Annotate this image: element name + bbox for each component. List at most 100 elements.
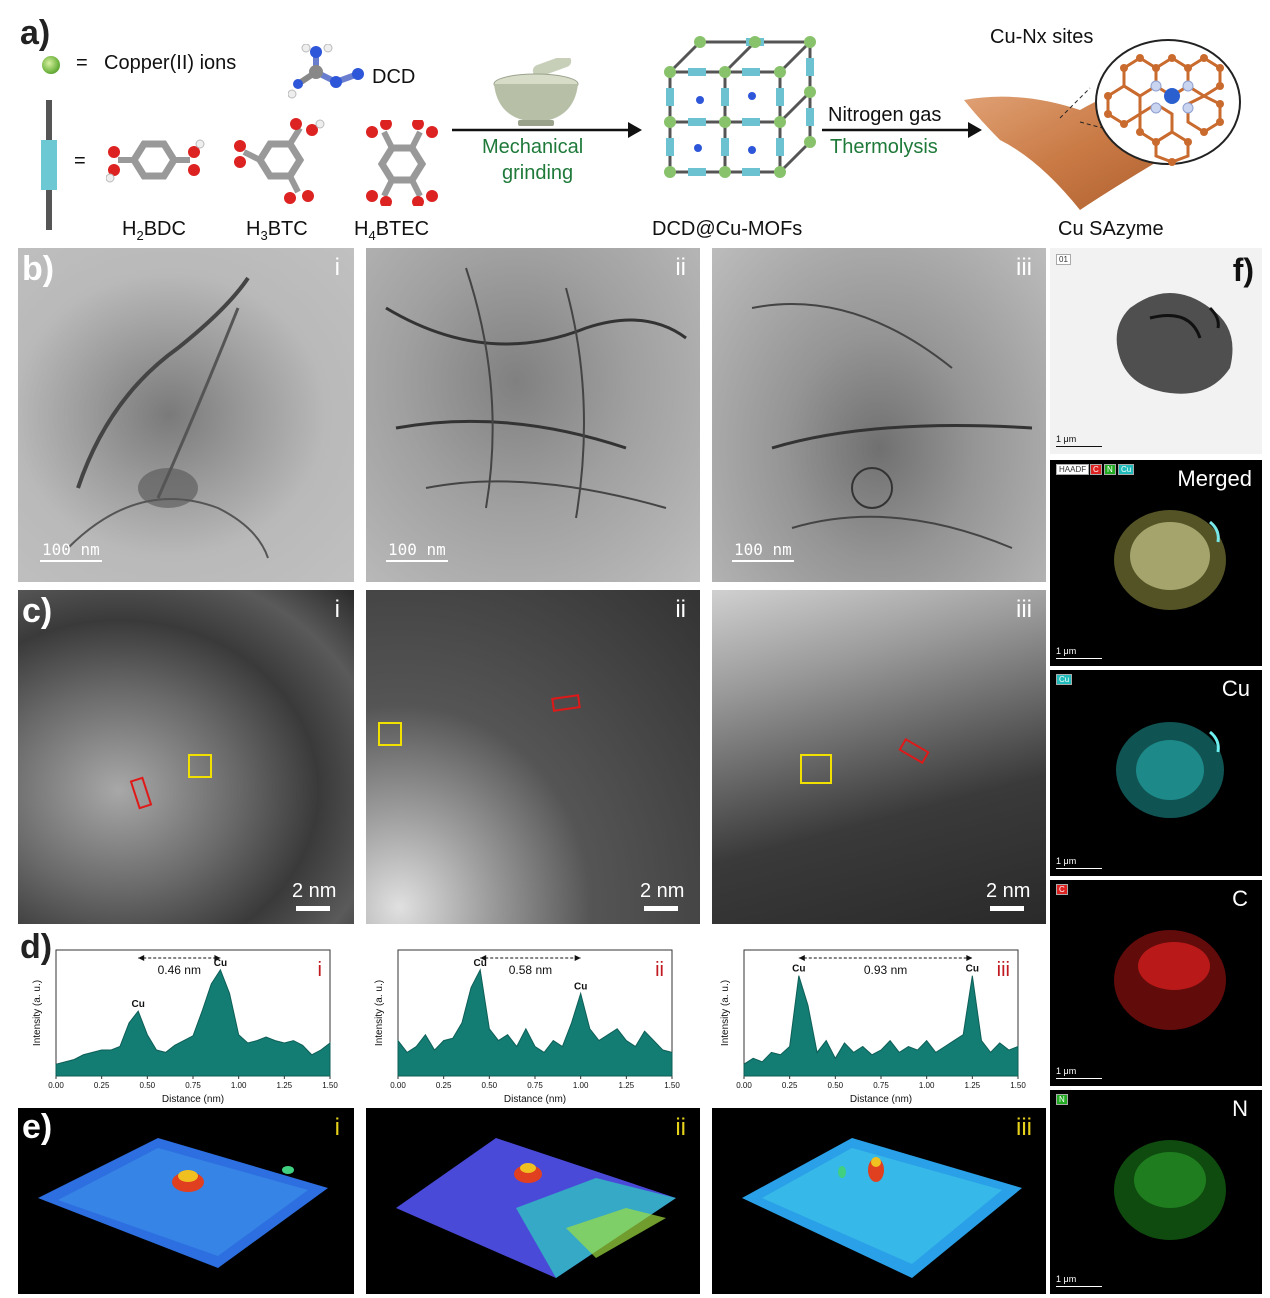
single-atom-box-iii xyxy=(800,754,832,784)
intensity-profile-area xyxy=(743,975,1019,1077)
h4btec-label: H4BTEC xyxy=(354,218,430,243)
x-tick-label: 1.25 xyxy=(619,1081,635,1090)
tem-scale-bar-iii xyxy=(732,560,794,562)
x-tick-label: 1.00 xyxy=(231,1081,247,1090)
haadf-scale-bar-ii xyxy=(644,906,678,911)
eds-c-label: C xyxy=(1232,886,1248,911)
eds-n-map: N N 1 μm xyxy=(1050,1090,1262,1294)
tem-image-ii: ii 100 nm xyxy=(366,248,700,582)
eds-tag-top: 01 xyxy=(1056,254,1071,265)
peak-label-cu: Cu xyxy=(792,964,805,975)
peak-label-cu: Cu xyxy=(966,964,979,975)
x-tick-label: 1.50 xyxy=(664,1081,680,1090)
legend-equals-1: = xyxy=(76,52,88,74)
arrow-thermolysis-icon xyxy=(822,122,982,138)
arrow-grinding-icon xyxy=(452,122,642,138)
line-profile-box-i xyxy=(129,776,153,810)
panel-label-b: b) xyxy=(22,250,55,288)
arrow-head-left xyxy=(480,955,487,961)
x-tick-label: 0.75 xyxy=(873,1081,889,1090)
eds-c-map: C C 1 μm xyxy=(1050,880,1262,1086)
eds-cu-label: Cu xyxy=(1221,676,1250,701)
surface-roman-ii: ii xyxy=(675,1114,686,1141)
legend-copper-ions: Copper(II) ions xyxy=(104,52,237,74)
distance-annotation: 0.58 nm xyxy=(509,963,552,977)
eds-cu-map: Cu Cu 1 μm xyxy=(1050,670,1262,876)
tem-scale-bar-i xyxy=(40,560,102,562)
eds-tag-c: C xyxy=(1090,464,1102,475)
profile-roman-numeral: ii xyxy=(655,959,664,981)
x-axis-label: Distance (nm) xyxy=(504,1094,566,1105)
arrow-head-right xyxy=(966,955,973,961)
surface-plot-i: i xyxy=(18,1108,354,1294)
h2bdc-label: H2BDC xyxy=(122,218,186,243)
x-tick-label: 0.50 xyxy=(140,1081,156,1090)
intensity-profile-area xyxy=(397,968,673,1077)
eds-scale-bar-c xyxy=(1056,1078,1102,1079)
line-profile-chart-iii: 0.00 0.25 0.50 0.75 1.00 1.25 1.50 Distance (nm… xyxy=(720,949,1026,1105)
haadf-scale-bar-iii xyxy=(990,906,1024,911)
x-axis-label: Distance (nm) xyxy=(162,1094,224,1105)
eds-tag-haadf: HAADF xyxy=(1056,464,1090,475)
eds-tag-cu: Cu xyxy=(1118,464,1135,475)
x-tick-label: 0.00 xyxy=(736,1081,752,1090)
haadf-scale-bar-i xyxy=(296,906,330,911)
x-tick-label: 0.25 xyxy=(436,1081,452,1090)
x-tick-label: 0.25 xyxy=(94,1081,110,1090)
arrow-head-left xyxy=(138,955,145,961)
line-profile-chart-ii: 0.00 0.25 0.50 0.75 1.00 1.25 1.50 Distance (nm… xyxy=(374,949,680,1105)
surface-roman-i: i xyxy=(334,1114,340,1141)
haadf-image-ii: ii 2 nm xyxy=(366,590,700,924)
tem-roman-i: i xyxy=(334,254,340,281)
eds-c-tag: C xyxy=(1056,884,1068,895)
h3btc-label: H3BTC xyxy=(246,218,308,243)
eds-scale-bar-n xyxy=(1056,1286,1102,1287)
copper-ion-icon xyxy=(42,56,60,74)
cu-sazyme-label: Cu SAzyme xyxy=(1058,218,1164,240)
haadf-scale-text-ii: 2 nm xyxy=(640,880,685,902)
tem-scale-text-i: 100 nm xyxy=(42,540,100,559)
line-profile-box-iii xyxy=(898,737,930,765)
single-atom-box-i xyxy=(188,754,212,778)
profile-roman-numeral: iii xyxy=(997,959,1010,981)
x-tick-label: 0.75 xyxy=(185,1081,201,1090)
eds-scale-text-n: 1 μm xyxy=(1056,1274,1077,1284)
profile-roman-numeral: i xyxy=(318,959,322,981)
eds-scale-text-merged: 1 μm xyxy=(1056,646,1077,656)
intensity-profile-area xyxy=(55,968,331,1077)
eds-n-tag: N xyxy=(1056,1094,1068,1105)
distance-annotation: 0.46 nm xyxy=(158,963,201,977)
eds-cu-tag: Cu xyxy=(1056,674,1073,685)
step1-line2: grinding xyxy=(502,162,574,184)
peak-label-cu: Cu xyxy=(574,981,587,992)
single-atom-box-ii xyxy=(378,722,402,746)
step2-line2: Thermolysis xyxy=(830,136,938,158)
dcd-molecule-icon xyxy=(288,44,364,99)
arrow-head-right xyxy=(214,955,221,961)
x-tick-label: 0.00 xyxy=(48,1081,64,1090)
eds-scale-bar-bf xyxy=(1056,446,1102,447)
haadf-image-i: i 2 nm xyxy=(18,590,354,924)
surface-plot-ii: ii xyxy=(366,1108,700,1294)
y-axis-label: Intensity (a. u.) xyxy=(720,980,731,1046)
eds-bright-field-image: 01 f) 1 μm xyxy=(1050,248,1262,454)
cu-nx-sites-label: Cu-Nx sites xyxy=(990,26,1094,48)
x-tick-label: 1.25 xyxy=(965,1081,981,1090)
haadf-scale-text-iii: 2 nm xyxy=(986,880,1031,902)
haadf-roman-iii: iii xyxy=(1016,596,1032,623)
panel-label-d: d) xyxy=(20,928,53,966)
step2-line1: Nitrogen gas xyxy=(828,104,942,126)
y-axis-label: Intensity (a. u.) xyxy=(374,980,385,1046)
step1-line1: Mechanical xyxy=(482,136,584,158)
line-profile-chart-i: 0.00 0.25 0.50 0.75 1.00 1.25 1.50 Distance (nm… xyxy=(32,949,338,1105)
x-tick-label: 1.00 xyxy=(919,1081,935,1090)
x-tick-label: 1.50 xyxy=(322,1081,338,1090)
haadf-image-iii: iii 2 nm xyxy=(712,590,1046,924)
x-tick-label: 1.00 xyxy=(573,1081,589,1090)
arrow-head-right xyxy=(574,955,581,961)
x-tick-label: 0.50 xyxy=(828,1081,844,1090)
tem-scale-bar-ii xyxy=(386,560,448,562)
haadf-roman-ii: ii xyxy=(675,596,686,623)
tem-roman-ii: ii xyxy=(675,254,686,281)
line-profile-box-ii xyxy=(551,694,581,712)
